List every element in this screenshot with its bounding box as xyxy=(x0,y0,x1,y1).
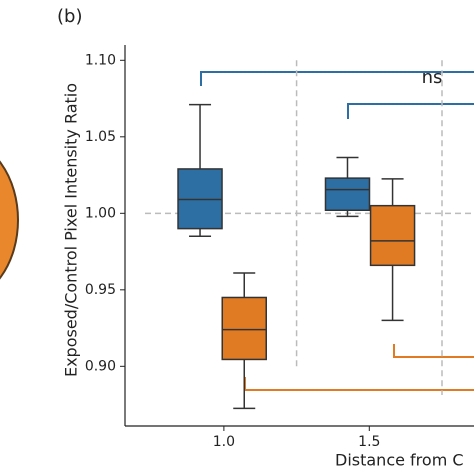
y-tick-label: 1.10 xyxy=(85,52,116,68)
panel-label: (b) xyxy=(57,6,82,27)
box xyxy=(177,168,223,230)
x-tick-label: 1.5 xyxy=(358,434,380,450)
box xyxy=(369,204,416,267)
inset-image xyxy=(0,160,19,280)
x-tick-label: 1.0 xyxy=(213,434,235,450)
y-tick-label: 0.95 xyxy=(85,282,116,298)
box xyxy=(324,177,371,212)
sig-bracket xyxy=(244,377,474,391)
sig-bracket xyxy=(347,103,474,119)
sig-bracket xyxy=(200,71,474,86)
y-tick-label: 0.90 xyxy=(85,358,116,374)
y-tick-label: 1.00 xyxy=(85,205,116,221)
x-axis-label: Distance from C xyxy=(335,451,464,470)
annotation: ns xyxy=(422,67,443,88)
sig-bracket xyxy=(393,344,474,358)
y-tick-label: 1.05 xyxy=(85,129,116,145)
box xyxy=(221,296,267,361)
y-axis-label: Exposed/Control Pixel Intensity Ratio xyxy=(62,83,81,377)
